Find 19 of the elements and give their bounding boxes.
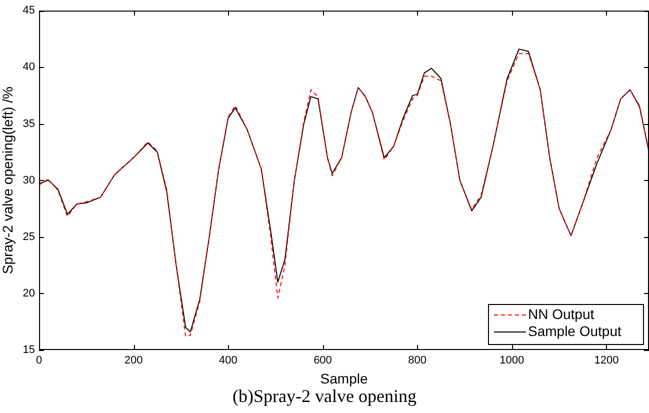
x-tick-label: 1000 bbox=[500, 354, 524, 367]
x-tick-label: 0 bbox=[36, 354, 42, 367]
y-tick-label: 45 bbox=[22, 4, 36, 17]
y-tick-label: 30 bbox=[22, 174, 36, 186]
y-tick-label: 15 bbox=[22, 344, 36, 356]
text: (b)Spray-2 valve opening bbox=[232, 386, 418, 407]
y-axis-title: Spray-2 valve opening(left) /% bbox=[0, 86, 16, 274]
x-axis-title: Sample bbox=[320, 370, 368, 386]
y-tick-label: 40 bbox=[22, 61, 36, 74]
legend-label: Sample Output bbox=[528, 322, 622, 339]
x-tick-label: 600 bbox=[314, 354, 332, 367]
x-tick-label: 1200 bbox=[594, 354, 619, 367]
y-tick-label: 25 bbox=[22, 230, 36, 243]
x-tick-label: 400 bbox=[218, 354, 238, 367]
y-tick-label: 20 bbox=[22, 287, 36, 300]
legend-label: NN Output bbox=[528, 306, 594, 322]
x-tick-label: 200 bbox=[124, 354, 143, 367]
y-tick-label: 35 bbox=[22, 118, 36, 130]
x-tick-label: 800 bbox=[408, 354, 426, 367]
